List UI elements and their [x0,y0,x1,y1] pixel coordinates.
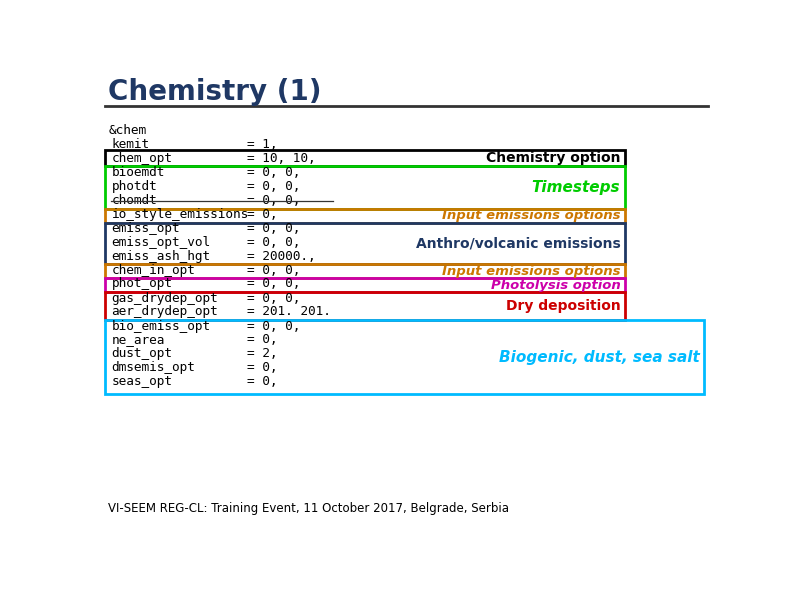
Text: = 0, 0,: = 0, 0, [247,180,300,193]
Text: = 10, 10,: = 10, 10, [247,152,316,165]
Text: = 1,: = 1, [247,138,277,151]
Text: chem_in_opt: chem_in_opt [111,264,195,277]
Text: dmsemis_opt: dmsemis_opt [111,361,195,374]
Text: = 0, 0,: = 0, 0, [247,236,300,249]
Text: ne_area: ne_area [111,333,165,346]
Text: Chemistry option: Chemistry option [486,152,620,165]
Text: photdt: photdt [111,180,157,193]
Bar [105,166,625,209]
Bar [105,278,625,292]
Text: = 0, 0,: = 0, 0, [247,222,300,235]
Bar [105,223,625,264]
Text: Timesteps: Timesteps [531,180,620,195]
Text: chem_opt: chem_opt [111,152,172,165]
Text: = 0, 0,: = 0, 0, [247,292,300,305]
Text: = 0,: = 0, [247,208,277,221]
Bar [105,209,625,223]
Text: bio_emiss_opt: bio_emiss_opt [111,320,210,333]
Text: dust_opt: dust_opt [111,347,172,360]
Text: emiss_ash_hgt: emiss_ash_hgt [111,249,210,262]
Text: = 2,: = 2, [247,347,277,360]
Text: Biogenic, dust, sea salt: Biogenic, dust, sea salt [500,350,700,365]
Text: Input emissions options: Input emissions options [442,265,620,278]
Text: = 201. 201.: = 201. 201. [247,305,331,318]
Text: kemit: kemit [111,138,150,151]
Text: = 0, 0,: = 0, 0, [247,277,300,290]
Text: chomdt: chomdt [111,194,157,207]
Text: seas_opt: seas_opt [111,375,172,388]
Text: = 0,: = 0, [247,361,277,374]
Text: bioemdt: bioemdt [111,166,165,179]
Text: Input emissions options: Input emissions options [442,209,620,222]
Text: = 0,: = 0, [247,333,277,346]
Text: phot_opt: phot_opt [111,277,172,290]
Text: gas_drydep_opt: gas_drydep_opt [111,292,218,305]
Text: Anthro/volcanic emissions: Anthro/volcanic emissions [416,236,620,250]
Text: io_style_emissions: io_style_emissions [111,208,249,221]
Text: aer_drydep_opt: aer_drydep_opt [111,305,218,318]
Bar [105,320,704,394]
Text: = 0, 0,: = 0, 0, [247,194,300,207]
Text: Dry deposition: Dry deposition [505,299,620,313]
Text: = 0, 0,: = 0, 0, [247,264,300,277]
Text: emiss_opt: emiss_opt [111,222,180,235]
Text: Chemistry (1): Chemistry (1) [109,78,322,106]
Text: Photolysis option: Photolysis option [491,279,620,292]
Bar [105,292,625,320]
Bar [105,150,625,166]
Text: = 20000.,: = 20000., [247,249,316,262]
Text: VI-SEEM REG-CL: Training Event, 11 October 2017, Belgrade, Serbia: VI-SEEM REG-CL: Training Event, 11 Octob… [109,502,509,515]
Bar [105,264,625,278]
Text: &chem: &chem [109,124,147,137]
Text: = 0, 0,: = 0, 0, [247,166,300,179]
Text: emiss_opt_vol: emiss_opt_vol [111,236,210,249]
Text: = 0,: = 0, [247,375,277,388]
Text: = 0, 0,: = 0, 0, [247,320,300,333]
